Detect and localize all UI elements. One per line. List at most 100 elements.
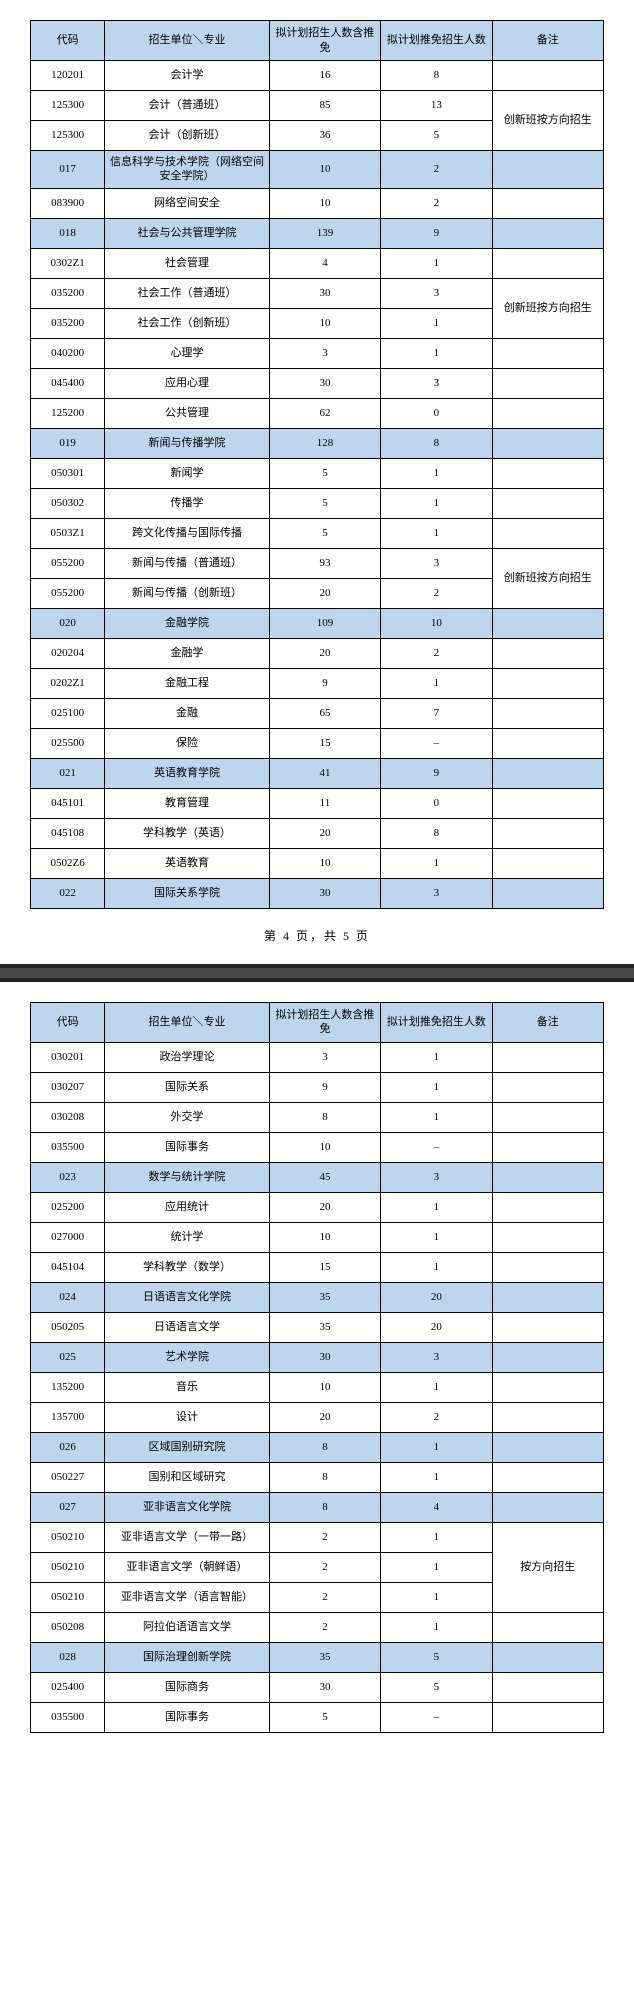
cell-note bbox=[492, 1162, 603, 1192]
cell-name: 区域国别研究院 bbox=[105, 1432, 269, 1462]
cell-num1: 5 bbox=[269, 1702, 380, 1732]
table-row: 125200公共管理620 bbox=[31, 398, 604, 428]
cell-name: 社会管理 bbox=[105, 248, 269, 278]
cell-code: 028 bbox=[31, 1642, 105, 1672]
cell-name: 国际事务 bbox=[105, 1132, 269, 1162]
cell-name: 亚非语言文学（朝鲜语） bbox=[105, 1552, 269, 1582]
cell-num1: 5 bbox=[269, 458, 380, 488]
cell-num1: 10 bbox=[269, 848, 380, 878]
cell-note bbox=[492, 1372, 603, 1402]
cell-num1: 20 bbox=[269, 818, 380, 848]
cell-note bbox=[492, 728, 603, 758]
cell-num1: 128 bbox=[269, 428, 380, 458]
cell-code: 050210 bbox=[31, 1552, 105, 1582]
cell-num2: 1 bbox=[381, 1102, 492, 1132]
cell-note bbox=[492, 61, 603, 91]
cell-code: 0302Z1 bbox=[31, 248, 105, 278]
cell-num2: – bbox=[381, 728, 492, 758]
cell-num1: 20 bbox=[269, 578, 380, 608]
cell-code: 019 bbox=[31, 428, 105, 458]
table-row: 030208外交学81 bbox=[31, 1102, 604, 1132]
table-row: 125300会计（普通班）8513创新班按方向招生 bbox=[31, 91, 604, 121]
cell-name: 金融学院 bbox=[105, 608, 269, 638]
cell-name: 新闻与传播（普通班） bbox=[105, 548, 269, 578]
cell-name: 跨文化传播与国际传播 bbox=[105, 518, 269, 548]
cell-name: 会计（普通班） bbox=[105, 91, 269, 121]
cell-num2: 1 bbox=[381, 488, 492, 518]
cell-num2: – bbox=[381, 1132, 492, 1162]
cell-name: 亚非语言文学（语言智能） bbox=[105, 1582, 269, 1612]
table-row: 027亚非语言文化学院84 bbox=[31, 1492, 604, 1522]
cell-name: 设计 bbox=[105, 1402, 269, 1432]
table-row: 045400应用心理303 bbox=[31, 368, 604, 398]
cell-num2: 1 bbox=[381, 848, 492, 878]
table-row: 019新闻与传播学院1288 bbox=[31, 428, 604, 458]
cell-name: 新闻与传播（创新班） bbox=[105, 578, 269, 608]
table-row: 040200心理学31 bbox=[31, 338, 604, 368]
cell-code: 050210 bbox=[31, 1522, 105, 1552]
table-row: 050302传播学51 bbox=[31, 488, 604, 518]
cell-note bbox=[492, 608, 603, 638]
cell-num2: 5 bbox=[381, 1672, 492, 1702]
cell-num2: 7 bbox=[381, 698, 492, 728]
cell-num1: 30 bbox=[269, 1672, 380, 1702]
table-row: 035200社会工作（普通班）303创新班按方向招生 bbox=[31, 278, 604, 308]
cell-name: 传播学 bbox=[105, 488, 269, 518]
cell-num1: 16 bbox=[269, 61, 380, 91]
table-header-row: 代码 招生单位＼专业 拟计划招生人数含推免 拟计划推免招生人数 备注 bbox=[31, 1002, 604, 1042]
cell-num2: 3 bbox=[381, 368, 492, 398]
cell-num2: 2 bbox=[381, 151, 492, 189]
cell-name: 金融学 bbox=[105, 638, 269, 668]
table-row: 017信息科学与技术学院（网络空间安全学院）102 bbox=[31, 151, 604, 189]
table-row: 025艺术学院303 bbox=[31, 1342, 604, 1372]
cell-code: 040200 bbox=[31, 338, 105, 368]
cell-code: 025400 bbox=[31, 1672, 105, 1702]
page-4: 代码 招生单位＼专业 拟计划招生人数含推免 拟计划推免招生人数 备注 12020… bbox=[0, 0, 634, 964]
cell-num2: 1 bbox=[381, 458, 492, 488]
cell-name: 社会工作（普通班） bbox=[105, 278, 269, 308]
table-row: 0302Z1社会管理41 bbox=[31, 248, 604, 278]
cell-name: 亚非语言文学（一带一路） bbox=[105, 1522, 269, 1552]
cell-num2: 2 bbox=[381, 638, 492, 668]
cell-code: 050301 bbox=[31, 458, 105, 488]
cell-num1: 35 bbox=[269, 1642, 380, 1672]
cell-num1: 9 bbox=[269, 668, 380, 698]
cell-note bbox=[492, 1222, 603, 1252]
cell-note bbox=[492, 878, 603, 908]
page-5: 代码 招生单位＼专业 拟计划招生人数含推免 拟计划推免招生人数 备注 03020… bbox=[0, 982, 634, 1753]
cell-num2: 20 bbox=[381, 1282, 492, 1312]
table-row: 027000统计学101 bbox=[31, 1222, 604, 1252]
cell-code: 0503Z1 bbox=[31, 518, 105, 548]
cell-name: 国际事务 bbox=[105, 1702, 269, 1732]
table-row: 0202Z1金融工程91 bbox=[31, 668, 604, 698]
cell-num1: 30 bbox=[269, 878, 380, 908]
cell-note bbox=[492, 458, 603, 488]
cell-name: 阿拉伯语语言文学 bbox=[105, 1612, 269, 1642]
cell-code: 125200 bbox=[31, 398, 105, 428]
cell-note bbox=[492, 248, 603, 278]
table-row: 050210亚非语言文学（一带一路）21按方向招生 bbox=[31, 1522, 604, 1552]
table-row: 028国际治理创新学院355 bbox=[31, 1642, 604, 1672]
cell-num2: 1 bbox=[381, 248, 492, 278]
cell-name: 金融 bbox=[105, 698, 269, 728]
cell-note bbox=[492, 1072, 603, 1102]
cell-code: 050227 bbox=[31, 1462, 105, 1492]
cell-num2: 2 bbox=[381, 578, 492, 608]
cell-num1: 8 bbox=[269, 1492, 380, 1522]
cell-name: 金融工程 bbox=[105, 668, 269, 698]
cell-name: 学科教学（英语） bbox=[105, 818, 269, 848]
cell-note bbox=[492, 1192, 603, 1222]
table-row: 021英语教育学院419 bbox=[31, 758, 604, 788]
cell-code: 055200 bbox=[31, 578, 105, 608]
cell-code: 035500 bbox=[31, 1702, 105, 1732]
cell-note bbox=[492, 1282, 603, 1312]
table-row: 026区域国别研究院81 bbox=[31, 1432, 604, 1462]
cell-num1: 10 bbox=[269, 1372, 380, 1402]
cell-name: 新闻与传播学院 bbox=[105, 428, 269, 458]
table-row: 022国际关系学院303 bbox=[31, 878, 604, 908]
cell-num1: 10 bbox=[269, 308, 380, 338]
cell-num2: 1 bbox=[381, 1432, 492, 1462]
cell-code: 050302 bbox=[31, 488, 105, 518]
cell-code: 018 bbox=[31, 218, 105, 248]
cell-num1: 109 bbox=[269, 608, 380, 638]
